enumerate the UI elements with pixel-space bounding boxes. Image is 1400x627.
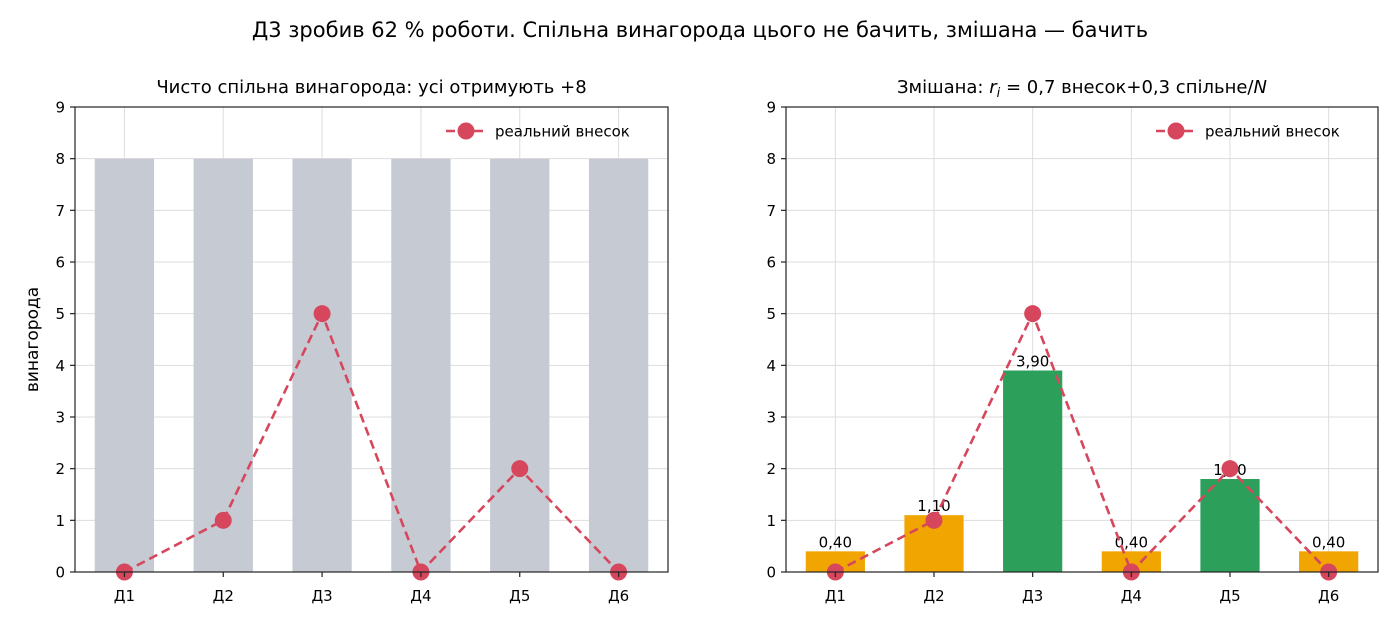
contribution-point-Д2 [925,511,943,529]
grid [786,106,1378,573]
contribution-point-Д3 [313,305,331,323]
bar-Д6 [1299,551,1359,572]
contribution-line [123,310,620,575]
bar-Д4 [391,158,451,572]
bar-Д3 [1003,370,1063,572]
y-tick-label: 5 [766,305,776,323]
x-tick-label: Д5 [1219,587,1240,605]
y-tick-label: 2 [766,460,776,478]
bar-Д1 [805,551,865,572]
legend: реальний внесок [446,122,630,141]
y-tick-label: 4 [55,357,65,375]
legend-marker [1167,122,1185,140]
bars [805,370,1359,572]
axes-frame [74,106,669,573]
plot-frame [785,106,1379,573]
y-tick-label: 0 [766,564,776,582]
x-tick-label: Д1 [825,587,846,605]
contribution-point-Д3 [1024,305,1042,323]
y-tick-label: 3 [766,409,776,427]
bar-value-label: 0,40 [1115,533,1148,551]
contribution-line [834,310,1330,575]
legend-label: реальний внесок [495,123,630,141]
y-tick-label: 9 [55,99,65,117]
bar-Д6 [588,158,649,572]
x-tick-label: Д4 [1121,587,1142,605]
y-tick-label: 7 [55,202,65,220]
y-tick-label: 0 [55,564,65,582]
x-tick-label: Д2 [923,587,944,605]
bar-Д1 [94,158,155,572]
legend: реальний внесок [1156,122,1340,141]
bar-Д5 [1200,479,1260,572]
bar-Д5 [490,158,550,572]
y-axis-label: винагорода [23,287,43,392]
legend-marker [457,122,475,140]
contribution-point-Д5 [511,460,529,478]
figure-title: Д3 зробив 62 % роботи. Спільна винагород… [251,18,1149,42]
bars [94,158,649,572]
x-tick-label: Д1 [114,587,135,605]
x-tick-label: Д4 [410,587,431,605]
y-tick-label: 6 [766,254,776,272]
panel-title: Змішана: ri = 0,7 внесок+0,3 спільне/N [897,77,1267,101]
x-tick-label: Д6 [608,587,629,605]
bar-Д2 [193,158,253,572]
bar-value-label: 3,90 [1016,353,1049,371]
y-tick-label: 2 [55,460,65,478]
y-tick-label: 6 [55,254,65,272]
y-tick-label: 3 [55,409,65,427]
x-tick-label: Д6 [1318,587,1339,605]
bar-value-label: 0,40 [819,533,852,551]
y-tick-label: 1 [55,512,65,530]
y-tick-label: 1 [766,512,776,530]
plot-frame [74,106,669,573]
y-tick-label: 7 [766,202,776,220]
panel-title: Чисто спільна винагорода: усі отримують … [156,77,586,98]
x-tick-label: Д3 [1022,587,1043,605]
x-tick-label: Д5 [509,587,530,605]
axes-frame [785,106,1379,573]
y-tick-label: 5 [55,305,65,323]
contribution-point-Д5 [1221,460,1239,478]
legend-label: реальний внесок [1205,123,1340,141]
y-tick-label: 9 [766,99,776,117]
y-tick-label: 4 [766,357,776,375]
bar-value-label: 0,40 [1312,533,1345,551]
contribution-point-Д2 [214,511,232,529]
x-tick-label: Д2 [213,587,234,605]
x-tick-label: Д3 [311,587,332,605]
y-tick-label: 8 [55,150,65,168]
y-tick-label: 8 [766,150,776,168]
